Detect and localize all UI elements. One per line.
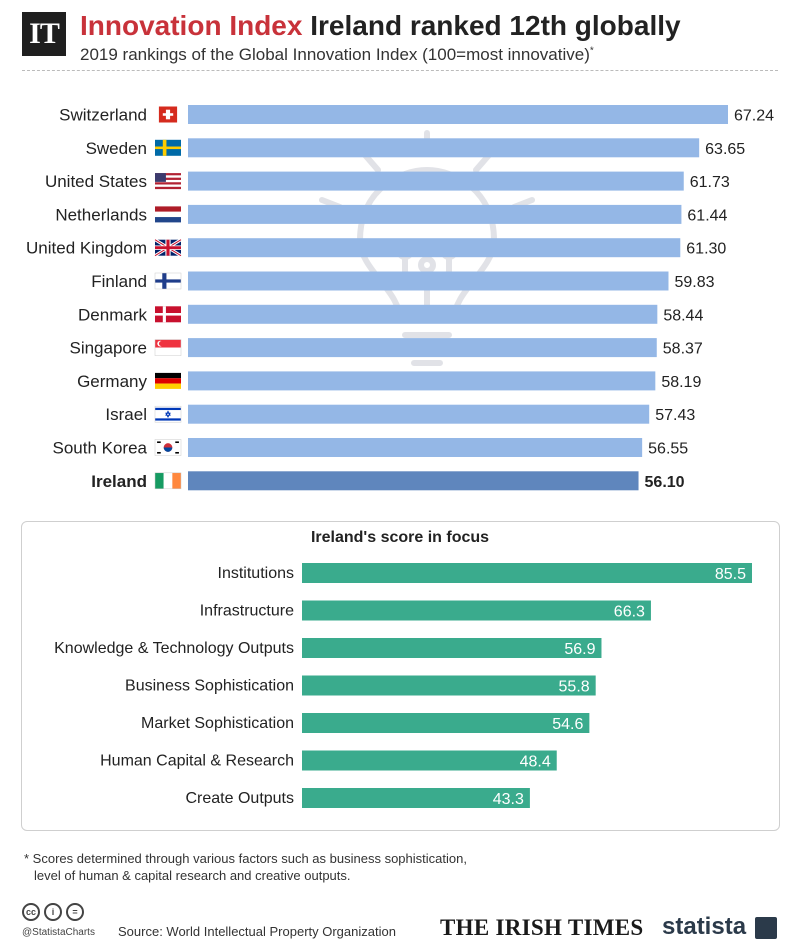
bar-united-states (188, 171, 684, 191)
statista-logo: statista (662, 913, 747, 940)
label-netherlands: Netherlands (55, 205, 147, 224)
sweden-flag-icon (155, 139, 181, 156)
focus-label-business-sophistication: Business Sophistication (125, 678, 294, 695)
germany-flag-icon (155, 372, 181, 389)
value-ireland: 56.10 (645, 474, 685, 491)
bar-denmark (188, 304, 658, 324)
netherlands-flag-icon (155, 206, 181, 223)
no-derivatives-icon: = (66, 903, 84, 921)
bar-netherlands (188, 204, 682, 224)
ireland-score-chart: Ireland's score in focus Institutions 85.… (54, 529, 752, 808)
chart-subtitle: 2019 rankings of the Global Innovation I… (80, 45, 594, 65)
label-denmark: Denmark (78, 305, 147, 324)
label-israel: Israel (105, 405, 147, 424)
bar-finland (188, 271, 669, 291)
footnote-line-1: * Scores determined through various fact… (24, 851, 467, 866)
title-accent: Innovation Index (80, 10, 303, 41)
south-korea-flag-icon (154, 439, 182, 456)
label-switzerland: Switzerland (59, 106, 147, 125)
value-netherlands: 61.44 (687, 207, 727, 224)
bar-united-kingdom (188, 238, 681, 258)
bar-singapore (188, 338, 657, 358)
singapore-flag-icon (154, 339, 182, 356)
focus-bar-create-outputs (302, 788, 530, 808)
irish-times-logo: IT (22, 12, 66, 56)
focus-bar-market-sophistication (302, 713, 590, 733)
united-kingdom-flag-icon (154, 238, 182, 257)
statista-logo-icon (755, 917, 777, 939)
focus-value-knowledge-and-technology-outputs: 56.9 (564, 641, 595, 658)
subtitle-text: 2019 rankings of the Global Innovation I… (80, 45, 590, 64)
focus-bar-knowledge-and-technology-outputs (302, 638, 602, 658)
footnote-line-2: level of human & capital research and cr… (34, 868, 351, 883)
license-icons: cc i = (22, 903, 84, 921)
attribution-icon: i (44, 903, 62, 921)
value-switzerland: 67.24 (734, 108, 774, 125)
label-united-kingdom: United Kingdom (26, 239, 147, 258)
focus-bar-human-capital-and-research (302, 750, 557, 771)
focus-bar-institutions (302, 563, 752, 583)
label-united-states: United States (45, 172, 147, 191)
focus-value-business-sophistication: 55.8 (559, 679, 590, 696)
united-states-flag-icon (155, 173, 181, 190)
value-united-kingdom: 61.30 (686, 241, 726, 258)
focus-label-create-outputs: Create Outputs (186, 790, 295, 807)
label-germany: Germany (77, 372, 147, 391)
focus-bar-business-sophistication (302, 675, 596, 696)
label-singapore: Singapore (69, 339, 147, 358)
switzerland-flag-icon (158, 106, 178, 123)
value-denmark: 58.44 (663, 307, 703, 324)
statista-handle: @StatistaCharts (22, 927, 95, 938)
chart-title: Innovation Index Ireland ranked 12th glo… (80, 10, 681, 42)
value-israel: 57.43 (655, 407, 695, 424)
focus-value-human-capital-and-research: 48.4 (520, 754, 551, 771)
header-divider (22, 70, 778, 71)
value-finland: 59.83 (674, 274, 714, 291)
ireland-focus-panel: Ireland's score in focus Institutions 85.… (21, 521, 780, 831)
bar-israel (188, 404, 650, 424)
focus-value-infrastructure: 66.3 (614, 604, 645, 621)
title-main: Ireland ranked 12th globally (310, 10, 681, 41)
focus-value-market-sophistication: 54.6 (552, 716, 583, 733)
ireland-flag-icon (154, 472, 182, 490)
label-ireland: Ireland (91, 472, 147, 491)
focus-chart-title: Ireland's score in focus (311, 529, 489, 546)
creative-commons-icon: cc (22, 903, 40, 921)
finland-flag-icon (154, 272, 182, 290)
bar-ireland (188, 471, 639, 491)
focus-label-infrastructure: Infrastructure (200, 603, 294, 620)
focus-label-market-sophistication: Market Sophistication (141, 715, 294, 732)
denmark-flag-icon (155, 306, 181, 323)
label-sweden: Sweden (86, 139, 147, 158)
label-south-korea: South Korea (52, 439, 147, 458)
focus-label-institutions: Institutions (218, 565, 294, 582)
bar-sweden (188, 138, 700, 158)
value-sweden: 63.65 (705, 141, 745, 158)
value-singapore: 58.37 (663, 341, 703, 358)
focus-bars: Institutions 85.5 Infrastructure 66.3 Knowle… (54, 563, 752, 808)
focus-label-human-capital-and-research: Human Capital & Research (100, 753, 294, 770)
bar-switzerland (188, 105, 728, 124)
focus-value-institutions: 85.5 (715, 566, 746, 583)
subtitle-footnote-mark: * (589, 45, 594, 57)
value-south-korea: 56.55 (648, 441, 688, 458)
footnote: * Scores determined through various fact… (24, 850, 467, 884)
source-note: Source: World Intellectual Property Orga… (118, 924, 396, 939)
focus-value-create-outputs: 43.3 (493, 791, 524, 808)
bar-germany (188, 371, 656, 391)
focus-bar-infrastructure (302, 600, 651, 621)
israel-flag-icon (154, 405, 182, 423)
country-ranking-chart: Switzerland 67.24 Sweden 63.65 United States… (26, 105, 774, 491)
country-bars: Switzerland 67.24 Sweden 63.65 United States… (26, 105, 774, 491)
bar-south-korea (188, 438, 643, 457)
irish-times-wordmark: THE IRISH TIMES (440, 915, 644, 940)
label-finland: Finland (91, 272, 147, 291)
value-united-states: 61.73 (690, 174, 730, 191)
focus-label-knowledge-and-technology-outputs: Knowledge & Technology Outputs (54, 640, 294, 657)
value-germany: 58.19 (661, 374, 701, 391)
